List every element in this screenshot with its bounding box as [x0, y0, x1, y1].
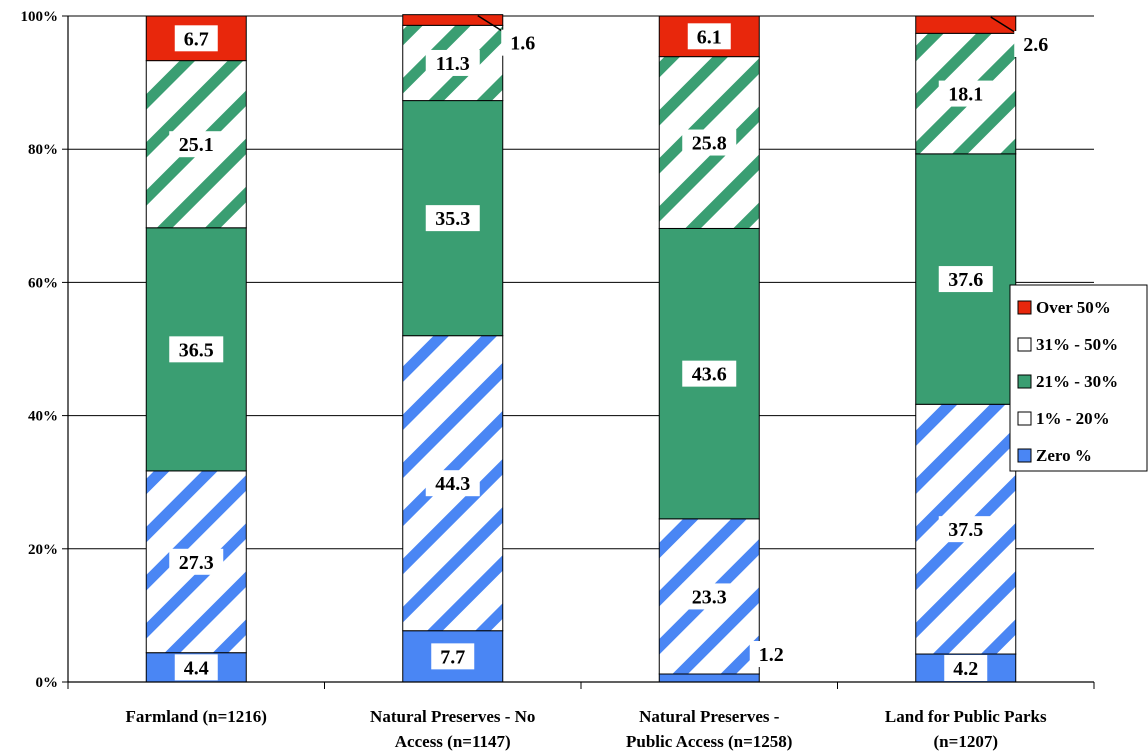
- data-label-bg: [425, 470, 480, 497]
- legend: Over 50% 31% - 50% 21% - 30% 1% - 20% Zero %: [1009, 284, 1148, 472]
- data-label-bg: [682, 129, 737, 156]
- data-label: 7.7: [440, 646, 465, 668]
- data-label: 25.1: [179, 134, 214, 156]
- data-label-bg: [425, 205, 480, 232]
- legend-swatch: [1017, 300, 1032, 315]
- bars: [145, 14, 1017, 683]
- legend-swatch: [1017, 448, 1032, 463]
- data-label: 18.1: [948, 84, 983, 106]
- data-label-bg: [431, 643, 475, 670]
- data-label: 11.3: [436, 53, 470, 75]
- data-label-bg: [682, 583, 737, 610]
- data-label-bg: [749, 641, 793, 668]
- bar-segment: [402, 14, 504, 26]
- leader-line: [990, 16, 1019, 35]
- data-label-bg: [682, 360, 737, 387]
- data-label: 44.3: [435, 473, 470, 495]
- data-label-bg: [174, 654, 218, 681]
- data-label-bg: [944, 655, 988, 682]
- category-label: Access (n=1147): [395, 732, 511, 751]
- y-tick-label: 80%: [28, 142, 58, 158]
- data-label-bg: [687, 23, 731, 50]
- legend-swatch: [1017, 374, 1032, 389]
- data-label: 37.6: [948, 269, 983, 291]
- y-tick-label: 40%: [28, 409, 58, 425]
- y-tick-label: 60%: [28, 275, 58, 291]
- category-label: Farmland (n=1216): [126, 707, 267, 726]
- y-tick-label: 0%: [36, 675, 59, 691]
- data-label: 1.2: [759, 644, 784, 666]
- legend-swatch: [1017, 337, 1032, 352]
- legend-swatch: [1017, 411, 1032, 426]
- data-label-bg: [938, 80, 993, 107]
- data-labels: 4.4 27.3 36.5 25.1 6.7 7.7 44.3 35.3 11.3 1.6 1.2 2…: [169, 15, 1058, 682]
- category-label: (n=1207): [934, 732, 998, 751]
- data-label: 37.5: [948, 519, 983, 541]
- data-label: 23.3: [692, 586, 727, 608]
- category-label: Public Access (n=1258): [626, 732, 792, 751]
- data-label-bg: [169, 548, 224, 575]
- data-label: 36.5: [179, 339, 214, 361]
- legend-label: Zero %: [1036, 446, 1092, 465]
- bar-segment: [658, 673, 760, 683]
- bar-segment: [915, 15, 1017, 34]
- data-label-bg: [169, 131, 224, 158]
- data-label-bg: [938, 266, 993, 293]
- y-tick-label: 100%: [21, 9, 59, 25]
- data-label: 6.1: [697, 26, 722, 48]
- category-label: Land for Public Parks: [885, 707, 1047, 726]
- data-label: 4.2: [953, 658, 978, 680]
- data-label: 1.6: [510, 33, 535, 55]
- data-label: 4.4: [184, 657, 209, 679]
- data-label: 43.6: [692, 364, 727, 386]
- category-label: Natural Preserves - No: [370, 707, 535, 726]
- leader-line: [477, 15, 506, 34]
- data-label-bg: [174, 25, 218, 52]
- data-label: 2.6: [1023, 34, 1048, 56]
- data-label-bg: [169, 336, 224, 363]
- category-label: Natural Preserves -: [639, 707, 780, 726]
- data-label-bg: [501, 29, 545, 56]
- y-tick-label: 20%: [28, 542, 58, 558]
- data-label: 35.3: [435, 208, 470, 230]
- data-label: 6.7: [184, 28, 209, 50]
- legend-label: Over 50%: [1036, 298, 1111, 317]
- data-label-bg: [1014, 31, 1058, 57]
- data-label: 25.8: [692, 133, 727, 155]
- data-label-bg: [425, 49, 480, 76]
- legend-label: 31% - 50%: [1036, 335, 1118, 354]
- data-label: 27.3: [179, 552, 214, 574]
- legend-label: 1% - 20%: [1036, 409, 1110, 428]
- axes: 0% 20% 40% 60% 80% 100% Farmland (n=1216) Natur…: [21, 9, 1095, 751]
- data-label-bg: [938, 516, 993, 543]
- legend-box: [1009, 284, 1148, 472]
- legend-label: 21% - 30%: [1036, 372, 1118, 391]
